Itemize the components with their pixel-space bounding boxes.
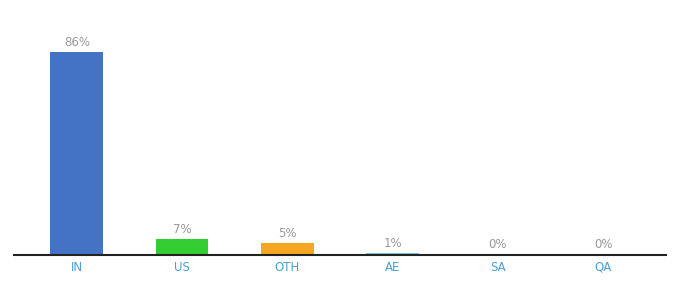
Bar — [50, 52, 103, 255]
Text: 7%: 7% — [173, 223, 191, 236]
Bar — [472, 254, 524, 255]
Bar — [261, 243, 313, 255]
Bar — [367, 253, 419, 255]
Text: 1%: 1% — [384, 237, 402, 250]
Text: 0%: 0% — [489, 238, 507, 251]
Text: 86%: 86% — [64, 37, 90, 50]
Text: 5%: 5% — [278, 227, 296, 240]
Bar — [577, 254, 630, 255]
Text: 0%: 0% — [594, 238, 613, 251]
Bar — [156, 238, 208, 255]
